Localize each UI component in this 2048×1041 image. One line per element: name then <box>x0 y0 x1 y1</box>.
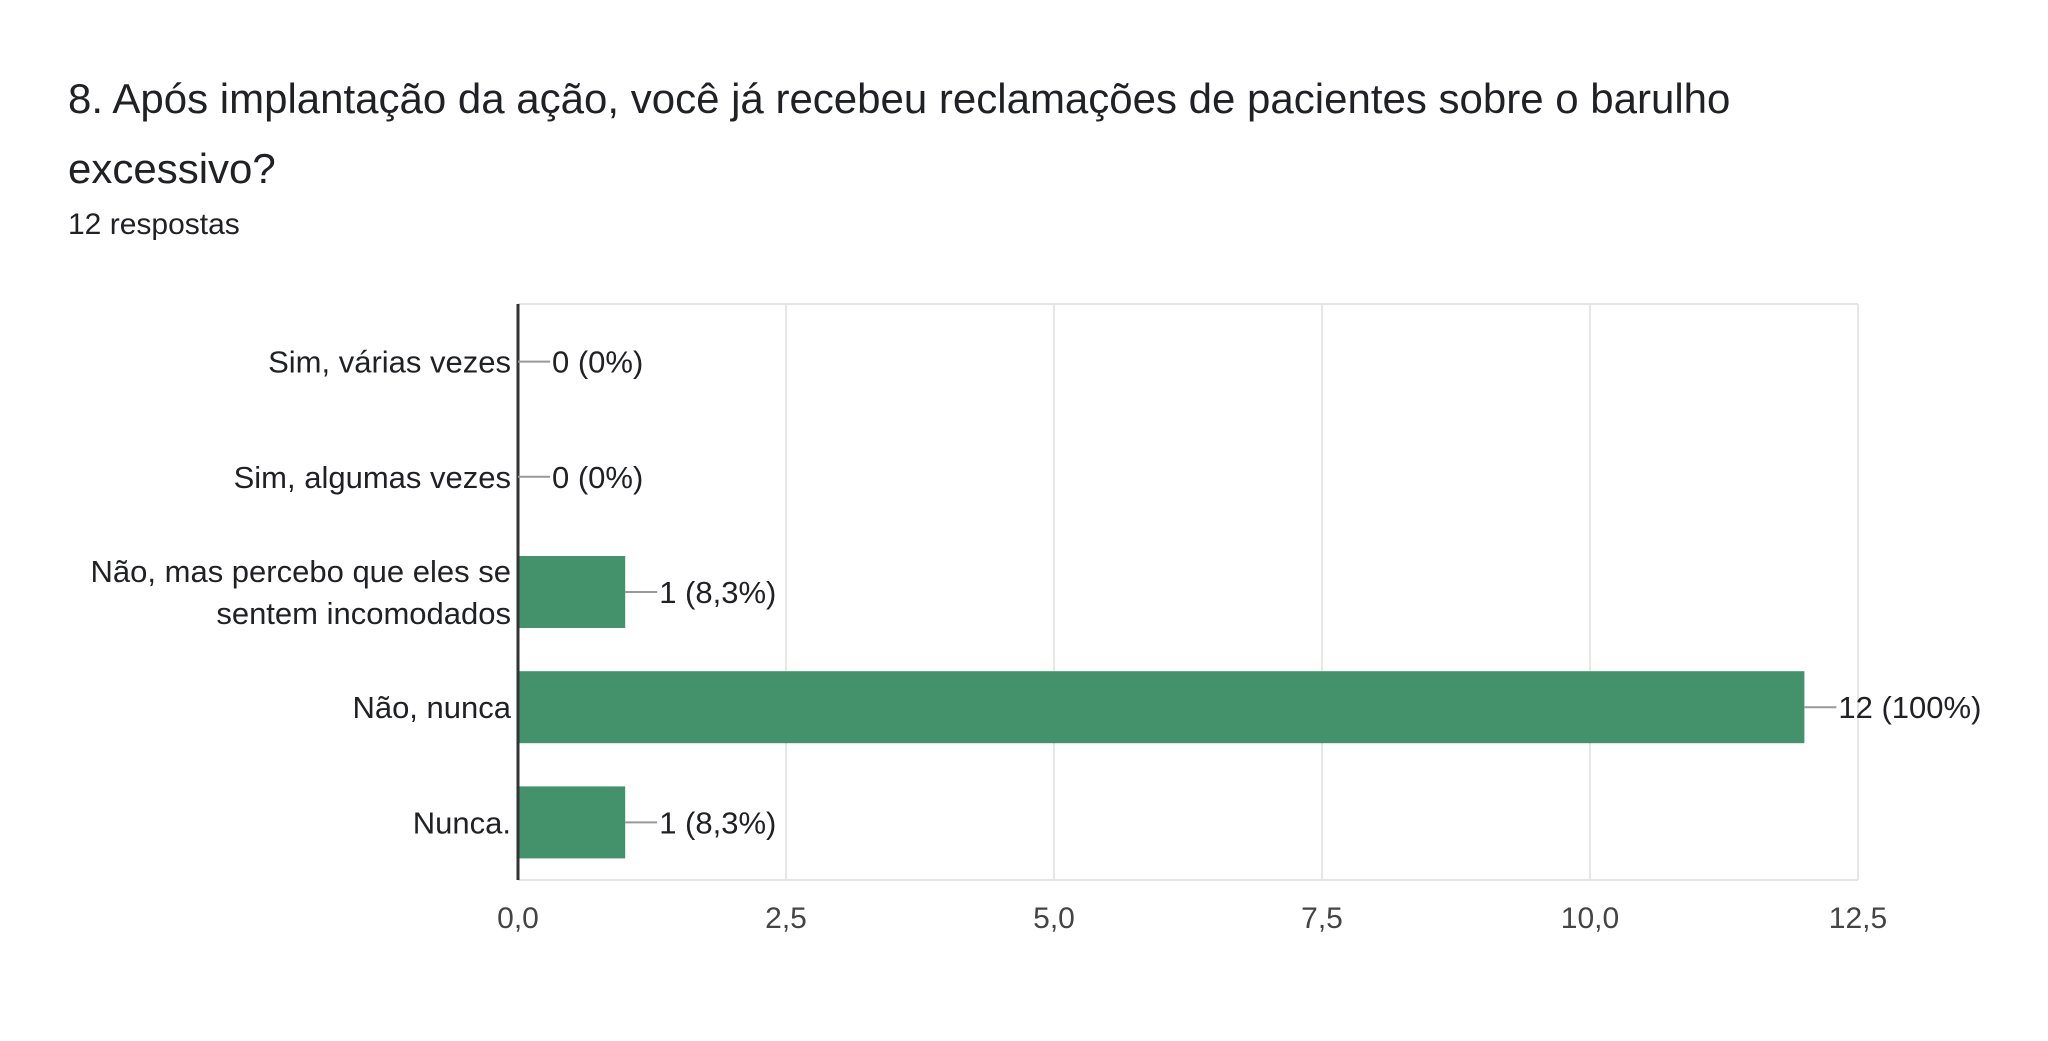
value-label: 1 (8,3%) <box>659 805 776 840</box>
gridlines <box>518 303 1859 881</box>
response-count: 12 respostas <box>68 208 240 241</box>
value-label: 0 (0%) <box>552 345 643 380</box>
labels: 0,0 2,5 5,0 7,5 10,0 12,5 Sim, várias vezes 0 (… <box>91 345 1982 935</box>
x-tick-label: 2,5 <box>765 902 807 935</box>
y-category-label: Sim, algumas vezes <box>234 460 511 495</box>
bar <box>518 556 626 628</box>
bar <box>518 786 626 859</box>
x-tick-label: 5,0 <box>1033 902 1075 935</box>
x-tick-label: 0,0 <box>497 902 539 935</box>
value-label: 0 (0%) <box>552 460 643 495</box>
value-label: 1 (8,3%) <box>659 575 776 610</box>
bar <box>518 671 1805 744</box>
x-tick-label: 10,0 <box>1561 902 1619 935</box>
bars <box>518 556 1805 859</box>
x-tick-label: 7,5 <box>1301 902 1343 935</box>
y-category-label: Nunca. <box>413 805 511 840</box>
value-label: 12 (100%) <box>1838 690 1981 725</box>
y-category-label: Não, mas percebo que eles se sentem incom… <box>91 554 511 631</box>
y-category-label: Sim, várias vezes <box>268 345 511 380</box>
question-title: 8. Após implantação da ação, você já rec… <box>68 75 1731 192</box>
y-category-label: Não, nunca <box>352 690 511 725</box>
x-tick-label: 12,5 <box>1829 902 1887 935</box>
